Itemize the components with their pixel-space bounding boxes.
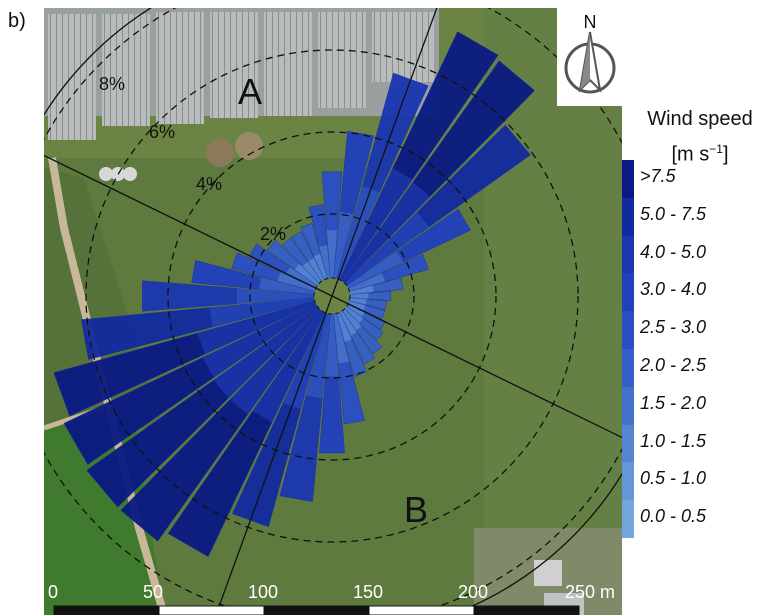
legend-swatch (622, 311, 634, 349)
legend-label: 4.0 - 5.0 (640, 241, 707, 262)
legend-swatch (622, 273, 634, 312)
panel-label: b) (8, 10, 26, 32)
legend-swatch (622, 500, 634, 538)
sector-label-b: B (404, 489, 428, 530)
legend-title-line2: [m s−1] (671, 142, 729, 166)
frequency-ring (85, 49, 579, 543)
legend-label: 0.0 - 0.5 (640, 506, 707, 527)
scale-segment (263, 605, 370, 615)
sector-line (215, 295, 333, 615)
legend-color-bar (622, 160, 634, 538)
scale-bar: 0 50 100 150 200 250 m (48, 582, 615, 615)
legend-title: Wind speed [m s−1] (632, 104, 768, 170)
legend-swatch (622, 349, 634, 387)
legend-label: 2.0 - 2.5 (640, 355, 707, 375)
scale-segment (473, 605, 580, 615)
scale-segment (158, 605, 265, 615)
ring-label: 2% (260, 224, 286, 244)
wind-rose: 2% 4% 6% 8% A B (44, 8, 622, 615)
scale-tick-label: 0 (48, 582, 58, 602)
scale-tick-label: 250 m (565, 582, 615, 602)
rose-petal (349, 277, 404, 295)
sector-line (331, 295, 622, 439)
legend-swatch (622, 160, 634, 198)
legend-label: 1.0 - 1.5 (640, 430, 707, 451)
scale-tick-label: 50 (143, 582, 163, 602)
legend-label: 1.5 - 2.0 (640, 392, 707, 413)
ring-label: 4% (196, 174, 222, 194)
legend-swatch (622, 386, 634, 425)
ring-label: 8% (99, 74, 125, 94)
legend-swatch (622, 462, 634, 501)
scale-tick-label: 150 (353, 582, 383, 602)
map-canvas: 2% 4% 6% 8% A B 0 50 100 150 200 250 m (44, 8, 622, 615)
legend-label: 2.5 - 3.0 (640, 317, 707, 338)
rose-petal (349, 290, 392, 302)
rose-petal (333, 313, 365, 425)
sector-line (331, 8, 438, 297)
ring-label: 6% (149, 122, 175, 142)
scale-segment (368, 605, 475, 615)
north-label: N (584, 12, 597, 32)
north-arrow: N (557, 8, 623, 106)
rose-petal (349, 297, 387, 311)
legend-label: 0.5 - 1.0 (640, 468, 707, 489)
legend-title-line1: Wind speed (647, 108, 753, 130)
frequency-ring (249, 213, 415, 379)
legend-label: >7.5 (640, 166, 676, 186)
scale-segment (53, 605, 160, 615)
aerial-map: 2% 4% 6% 8% A B 0 50 100 150 200 250 m (44, 8, 622, 615)
legend-label: 5.0 - 7.5 (640, 203, 707, 224)
legend-swatch (622, 424, 634, 463)
scale-tick-label: 200 (458, 582, 488, 602)
sector-line (44, 154, 333, 297)
legend-label: 3.0 - 4.0 (640, 279, 707, 300)
sector-arc-a (44, 8, 153, 117)
rose-petal (308, 204, 331, 279)
frequency-ring (167, 131, 497, 461)
legend-swatch (622, 235, 634, 274)
sector-label-a: A (238, 71, 262, 112)
legend-swatch (622, 197, 634, 236)
scale-tick-label: 100 (248, 582, 278, 602)
